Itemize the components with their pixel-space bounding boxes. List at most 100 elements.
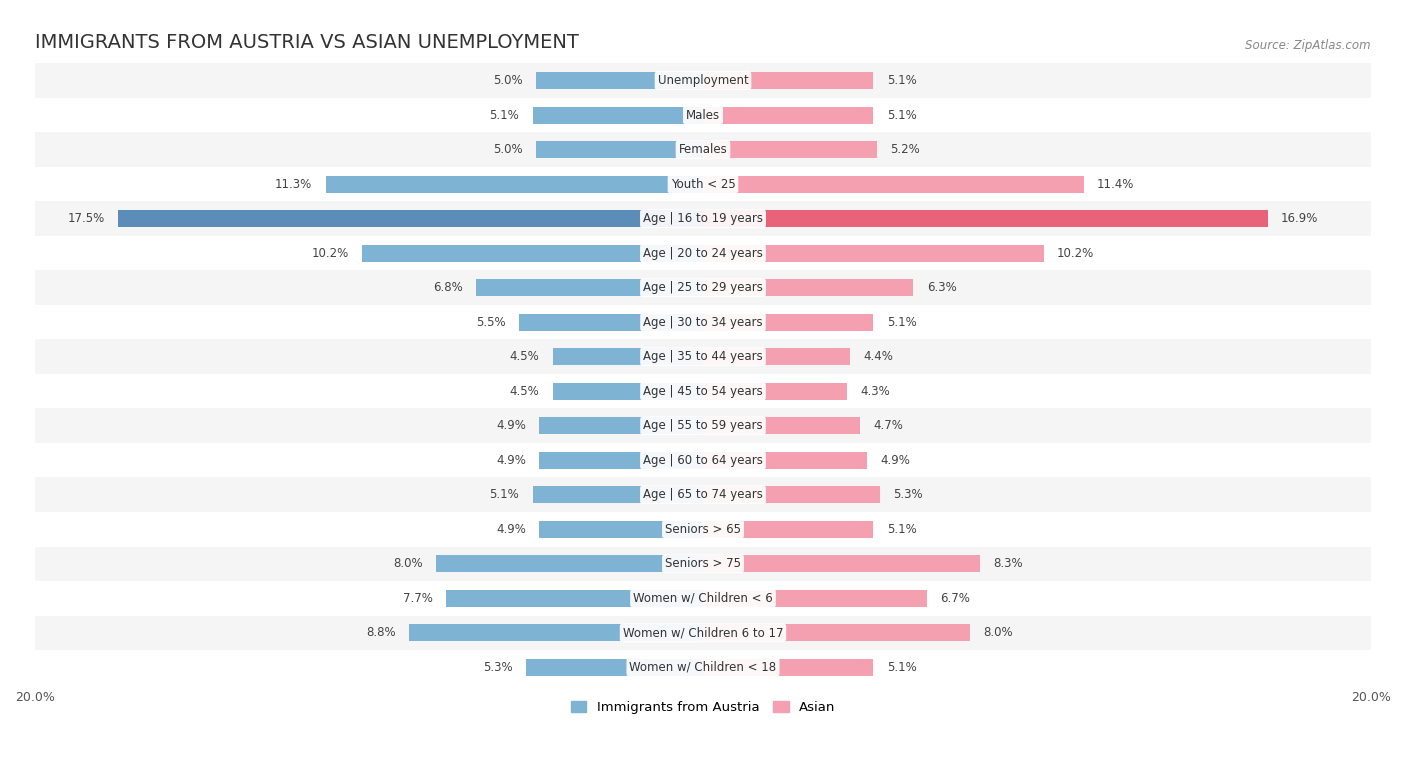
Text: 6.7%: 6.7% (941, 592, 970, 605)
Bar (703, 210, 1268, 227)
Text: 5.1%: 5.1% (489, 109, 519, 122)
Bar (35, 478, 1371, 512)
Text: 4.3%: 4.3% (860, 385, 890, 397)
Bar (35, 374, 1371, 409)
Bar (326, 176, 703, 193)
Text: 5.0%: 5.0% (494, 143, 523, 156)
Text: Age | 55 to 59 years: Age | 55 to 59 years (643, 419, 763, 432)
Text: Women w/ Children < 18: Women w/ Children < 18 (630, 661, 776, 674)
Text: 4.9%: 4.9% (880, 453, 910, 467)
Bar (519, 313, 703, 331)
Bar (703, 417, 860, 435)
Text: IMMIGRANTS FROM AUSTRIA VS ASIAN UNEMPLOYMENT: IMMIGRANTS FROM AUSTRIA VS ASIAN UNEMPLO… (35, 33, 579, 52)
Bar (540, 417, 703, 435)
Bar (703, 245, 1043, 262)
Text: 11.3%: 11.3% (276, 178, 312, 191)
Text: Age | 30 to 34 years: Age | 30 to 34 years (643, 316, 763, 329)
Bar (446, 590, 703, 607)
Text: 5.0%: 5.0% (494, 74, 523, 87)
Bar (540, 452, 703, 469)
Text: 5.1%: 5.1% (887, 74, 917, 87)
Text: Age | 16 to 19 years: Age | 16 to 19 years (643, 212, 763, 225)
Text: 5.1%: 5.1% (887, 661, 917, 674)
Text: Women w/ Children 6 to 17: Women w/ Children 6 to 17 (623, 626, 783, 639)
Text: Source: ZipAtlas.com: Source: ZipAtlas.com (1246, 39, 1371, 52)
Bar (118, 210, 703, 227)
Bar (35, 512, 1371, 547)
Bar (703, 107, 873, 124)
Text: 4.5%: 4.5% (509, 385, 540, 397)
Bar (363, 245, 703, 262)
Text: 10.2%: 10.2% (1057, 247, 1094, 260)
Bar (703, 624, 970, 641)
Bar (533, 486, 703, 503)
Text: Age | 45 to 54 years: Age | 45 to 54 years (643, 385, 763, 397)
Bar (703, 141, 877, 158)
Text: 4.5%: 4.5% (509, 350, 540, 363)
Text: Women w/ Children < 6: Women w/ Children < 6 (633, 592, 773, 605)
Text: 8.0%: 8.0% (392, 557, 422, 570)
Text: Youth < 25: Youth < 25 (671, 178, 735, 191)
Text: 6.8%: 6.8% (433, 281, 463, 294)
Text: 16.9%: 16.9% (1281, 212, 1319, 225)
Text: Age | 65 to 74 years: Age | 65 to 74 years (643, 488, 763, 501)
Bar (35, 443, 1371, 478)
Text: 10.2%: 10.2% (312, 247, 349, 260)
Bar (703, 521, 873, 538)
Bar (703, 452, 866, 469)
Bar (35, 236, 1371, 270)
Text: 5.3%: 5.3% (484, 661, 513, 674)
Text: 8.0%: 8.0% (984, 626, 1014, 639)
Bar (409, 624, 703, 641)
Text: Males: Males (686, 109, 720, 122)
Text: Age | 60 to 64 years: Age | 60 to 64 years (643, 453, 763, 467)
Bar (35, 64, 1371, 98)
Text: 5.3%: 5.3% (893, 488, 922, 501)
Bar (35, 98, 1371, 132)
Bar (703, 348, 851, 366)
Bar (35, 547, 1371, 581)
Bar (526, 659, 703, 676)
Text: 11.4%: 11.4% (1097, 178, 1135, 191)
Text: Females: Females (679, 143, 727, 156)
Bar (703, 279, 914, 296)
Bar (35, 615, 1371, 650)
Bar (703, 659, 873, 676)
Text: 5.1%: 5.1% (887, 523, 917, 536)
Bar (436, 555, 703, 572)
Text: 4.9%: 4.9% (496, 523, 526, 536)
Text: 4.9%: 4.9% (496, 453, 526, 467)
Text: 4.9%: 4.9% (496, 419, 526, 432)
Text: 17.5%: 17.5% (67, 212, 105, 225)
Bar (35, 167, 1371, 201)
Bar (35, 305, 1371, 339)
Bar (703, 486, 880, 503)
Bar (703, 72, 873, 89)
Text: 4.4%: 4.4% (863, 350, 893, 363)
Text: 5.1%: 5.1% (489, 488, 519, 501)
Bar (536, 141, 703, 158)
Bar (703, 555, 980, 572)
Text: Age | 35 to 44 years: Age | 35 to 44 years (643, 350, 763, 363)
Bar (475, 279, 703, 296)
Bar (35, 581, 1371, 615)
Bar (35, 409, 1371, 443)
Text: Seniors > 65: Seniors > 65 (665, 523, 741, 536)
Bar (703, 382, 846, 400)
Text: 8.8%: 8.8% (366, 626, 395, 639)
Text: 6.3%: 6.3% (927, 281, 956, 294)
Text: 5.1%: 5.1% (887, 316, 917, 329)
Text: 8.3%: 8.3% (994, 557, 1024, 570)
Bar (703, 176, 1084, 193)
Text: Age | 25 to 29 years: Age | 25 to 29 years (643, 281, 763, 294)
Text: 5.1%: 5.1% (887, 109, 917, 122)
Text: Seniors > 75: Seniors > 75 (665, 557, 741, 570)
Bar (35, 650, 1371, 684)
Bar (536, 72, 703, 89)
Bar (703, 590, 927, 607)
Legend: Immigrants from Austria, Asian: Immigrants from Austria, Asian (571, 701, 835, 714)
Bar (35, 201, 1371, 236)
Bar (533, 107, 703, 124)
Bar (553, 348, 703, 366)
Text: 5.2%: 5.2% (890, 143, 920, 156)
